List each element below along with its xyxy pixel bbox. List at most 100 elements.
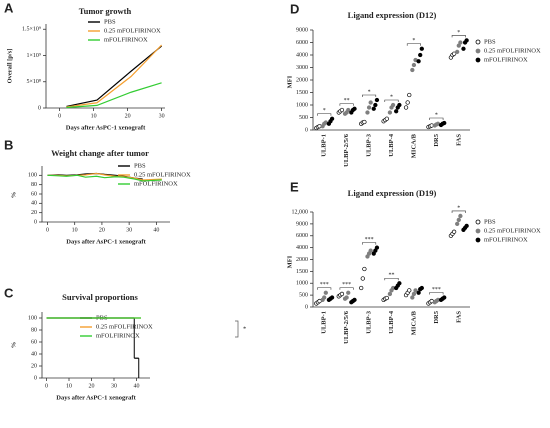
data-point <box>464 223 469 229</box>
y-tick-label: 0 <box>34 219 37 225</box>
y-tick-label: 1.5×10⁹ <box>22 27 41 33</box>
y-tick-label: 500 <box>299 115 308 121</box>
data-point <box>442 295 447 300</box>
legend-label: 0.25 mFOLFIRINOX <box>484 47 541 54</box>
y-tick-label: 0 <box>38 105 41 111</box>
y-tick-label: 0 <box>34 375 37 381</box>
panel-label: A <box>4 0 14 15</box>
chart-title: Weight change after tumor <box>51 148 149 158</box>
data-point <box>359 285 364 291</box>
chart-title: Ligand expression (D19) <box>348 188 437 198</box>
y-axis-label: MFI <box>286 75 293 88</box>
y-tick-label: 1000 <box>296 102 308 108</box>
data-point <box>413 288 418 293</box>
data-point <box>419 46 424 51</box>
y-tick-label: 9000 <box>296 221 308 227</box>
x-tick-label: ULBP-4 <box>388 133 395 157</box>
chart-title: Survival proportions <box>62 292 138 302</box>
y-tick-label: 12,000 <box>292 209 309 215</box>
data-point <box>387 291 393 297</box>
y-tick-label: 6000 <box>296 40 308 46</box>
x-tick-label: 0 <box>45 383 48 389</box>
data-point <box>407 288 412 293</box>
y-tick-label: 80 <box>31 182 37 188</box>
data-point <box>411 62 417 68</box>
legend-marker <box>475 228 481 234</box>
x-tick-label: 30 <box>159 113 165 119</box>
x-tick-label: 20 <box>89 383 95 389</box>
data-point <box>362 119 367 125</box>
significance-bracket <box>362 94 377 97</box>
data-point <box>339 107 345 113</box>
significance-bracket <box>339 287 354 290</box>
series-line <box>66 45 162 108</box>
annotation: * <box>243 325 246 332</box>
data-point <box>451 229 457 234</box>
x-tick-label: 30 <box>111 383 117 389</box>
x-tick-label: ULBP-2/5/6 <box>343 133 350 167</box>
y-tick-label: 500 <box>299 293 308 299</box>
y-tick-label: 40 <box>31 351 37 357</box>
x-axis-label: Days after AsPC-1 xenograft <box>56 394 136 401</box>
legend-marker <box>475 39 481 45</box>
legend-marker <box>475 237 481 243</box>
axes <box>312 30 470 131</box>
legend-marker <box>475 48 481 54</box>
y-tick-label: 0 <box>305 127 308 133</box>
y-tick-label: 1500 <box>296 269 308 275</box>
x-axis-label: Days after AsPC-1 xenograft <box>66 124 146 131</box>
y-tick-label: 80 <box>31 327 37 333</box>
legend-label: 0.25 mFOLFIRINOX <box>96 323 153 330</box>
legend-label: 0.25 mFOLFIRINOX <box>484 227 541 234</box>
data-point <box>405 100 410 105</box>
significance-label: * <box>457 205 460 211</box>
data-point <box>403 105 409 110</box>
y-tick-label: 3000 <box>296 65 308 71</box>
y-axis-label: Overall [p/s] <box>6 49 13 84</box>
y-tick-label: 4000 <box>296 245 308 251</box>
significance-label: *** <box>320 282 329 288</box>
significance-bracket <box>339 103 354 106</box>
data-point <box>384 116 389 121</box>
panel-label: E <box>290 179 299 194</box>
y-tick-label: 1000 <box>296 281 308 287</box>
legend-marker <box>475 219 481 225</box>
y-tick-label: 100 <box>28 315 37 321</box>
x-axis-label: Days after AsPC-1 xenograft <box>66 238 146 245</box>
x-tick-label: DR5 <box>433 310 440 323</box>
x-tick-label: 10 <box>66 383 72 389</box>
data-point <box>416 290 421 295</box>
series-line <box>47 174 162 182</box>
significance-bracket <box>384 99 399 102</box>
chart-title: Tumor growth <box>79 6 132 16</box>
data-point <box>458 40 463 45</box>
y-tick-label: 1×10⁹ <box>27 53 41 59</box>
data-point <box>346 290 351 295</box>
significance-label: * <box>323 108 326 114</box>
significance-label: * <box>368 89 371 95</box>
x-tick-label: DR5 <box>433 133 440 146</box>
data-point <box>455 221 460 227</box>
legend-label: mFOLFIRINOX <box>484 56 528 63</box>
legend-label: PBS <box>484 218 496 225</box>
y-tick-label: 100 <box>28 173 37 179</box>
significance-label: * <box>457 30 460 36</box>
legend-label: PBS <box>134 162 146 169</box>
x-tick-label: FAS <box>455 134 462 146</box>
data-point <box>464 38 469 43</box>
y-tick-label: 6000 <box>296 233 308 239</box>
y-tick-label: 20 <box>31 210 37 216</box>
data-point <box>397 102 402 108</box>
data-point <box>346 107 351 113</box>
data-point <box>451 51 457 56</box>
panel-label: C <box>4 285 14 300</box>
x-tick-label: MICA/B <box>410 310 417 335</box>
significance-label: *** <box>365 237 374 243</box>
data-point <box>373 102 378 108</box>
y-tick-label: 5×10⁸ <box>27 79 41 85</box>
data-point <box>371 106 376 111</box>
x-tick-label: FAS <box>455 311 462 323</box>
legend-label: 0.25 mFOLFIRINOX <box>134 171 191 178</box>
y-tick-label: 2000 <box>296 77 308 83</box>
